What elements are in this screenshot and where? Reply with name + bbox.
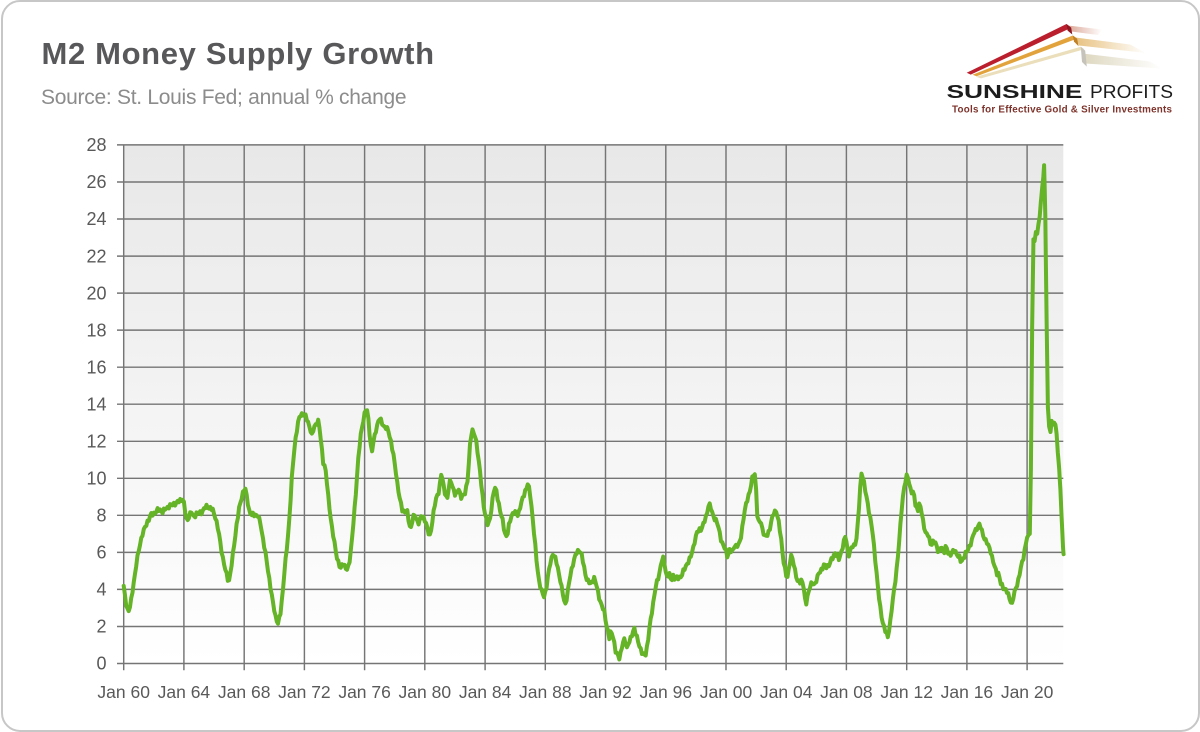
svg-text:Jan 96: Jan 96	[640, 682, 693, 702]
svg-text:12: 12	[86, 432, 106, 452]
svg-text:24: 24	[86, 209, 106, 229]
svg-text:Jan 04: Jan 04	[760, 682, 813, 702]
svg-text:Jan 68: Jan 68	[218, 682, 271, 702]
svg-text:6: 6	[96, 543, 106, 563]
svg-text:PROFITS: PROFITS	[1090, 81, 1173, 102]
svg-text:Jan 00: Jan 00	[700, 682, 753, 702]
svg-text:Jan 08: Jan 08	[820, 682, 873, 702]
svg-text:SUNSHINE: SUNSHINE	[947, 81, 1083, 102]
svg-text:18: 18	[86, 320, 106, 340]
svg-text:16: 16	[86, 357, 106, 377]
svg-text:Jan 88: Jan 88	[519, 682, 572, 702]
svg-text:4: 4	[96, 580, 106, 600]
svg-text:Jan 76: Jan 76	[338, 682, 391, 702]
svg-text:Jan 60: Jan 60	[97, 682, 150, 702]
svg-text:Jan 16: Jan 16	[941, 682, 994, 702]
svg-text:Jan 20: Jan 20	[1001, 682, 1054, 702]
svg-text:26: 26	[86, 172, 106, 192]
svg-text:2: 2	[96, 617, 106, 637]
svg-text:Jan 12: Jan 12	[880, 682, 933, 702]
svg-text:10: 10	[86, 469, 106, 489]
svg-text:0: 0	[96, 654, 106, 674]
svg-text:Jan 64: Jan 64	[158, 682, 211, 702]
svg-text:Jan 72: Jan 72	[278, 682, 331, 702]
svg-text:14: 14	[86, 394, 106, 414]
svg-text:28: 28	[86, 135, 106, 155]
svg-text:8: 8	[96, 506, 106, 526]
svg-text:Tools for Effective Gold & Sil: Tools for Effective Gold & Silver Invest…	[952, 105, 1173, 116]
svg-text:Jan 80: Jan 80	[399, 682, 452, 702]
svg-text:22: 22	[86, 246, 106, 266]
svg-text:Jan 92: Jan 92	[579, 682, 632, 702]
svg-text:Jan 84: Jan 84	[459, 682, 512, 702]
svg-text:20: 20	[86, 283, 106, 303]
